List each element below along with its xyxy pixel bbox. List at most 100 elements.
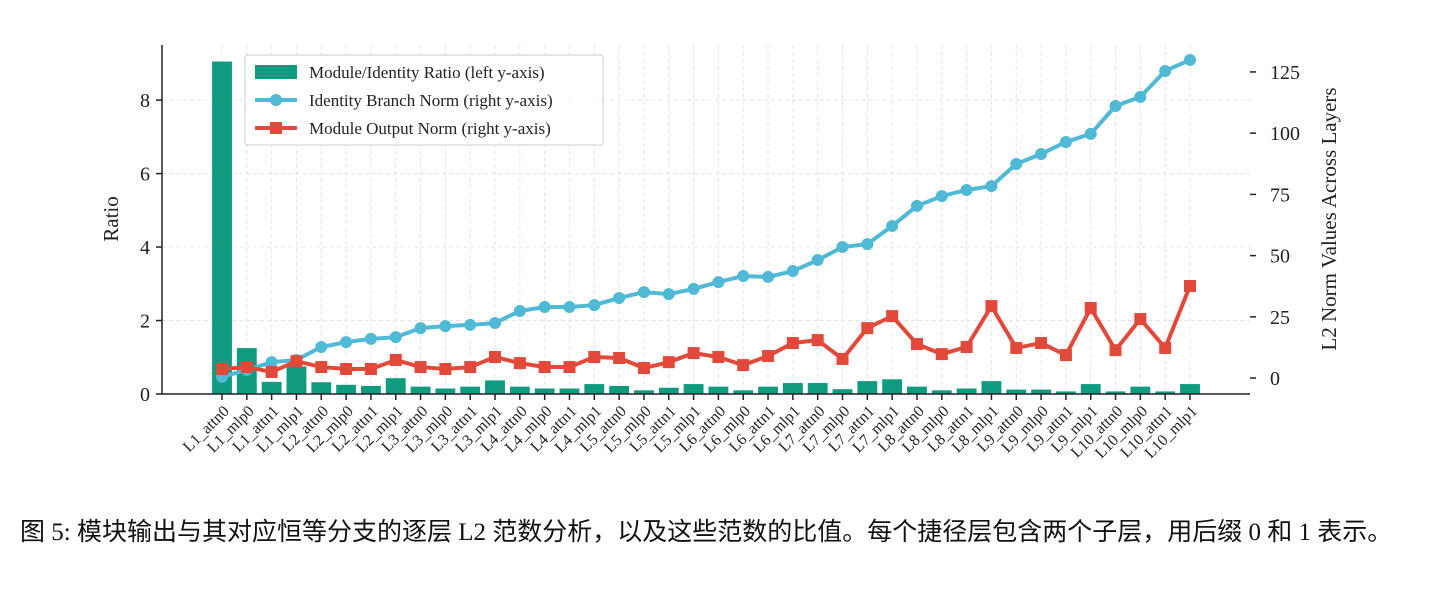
marker — [712, 351, 725, 364]
marker — [513, 357, 526, 370]
legend-box — [244, 54, 604, 146]
bar — [584, 384, 605, 394]
bar — [485, 380, 505, 394]
marker — [513, 304, 526, 317]
bar — [1105, 391, 1126, 394]
marker — [439, 320, 452, 333]
marker — [340, 336, 353, 349]
marker — [960, 183, 973, 196]
chart: Ratio L2 Norm Values Across Layers 0 2 4 6 8… — [99, 45, 1341, 462]
marker — [216, 363, 228, 376]
bar — [360, 385, 381, 394]
marker — [588, 299, 601, 312]
bar — [385, 378, 406, 394]
bar — [683, 384, 704, 394]
marker — [762, 350, 775, 363]
y2-tick-label: 125 — [1270, 62, 1300, 84]
bar — [261, 381, 282, 394]
bar — [435, 388, 456, 394]
marker — [464, 361, 477, 374]
marker — [414, 322, 427, 335]
marker — [1184, 279, 1196, 292]
y-tick-label: 6 — [140, 164, 150, 186]
marker — [861, 238, 874, 251]
marker — [414, 361, 427, 374]
caption: 图 5: 模块输出与其对应恒等分支的逐层 L2 范数分析，以及这些范数的比值。每… — [20, 519, 1393, 546]
marker — [712, 276, 725, 289]
marker — [1159, 64, 1172, 77]
legend-label: Identity Branch Norm (right y-axis) — [309, 91, 553, 110]
bar — [832, 389, 853, 394]
marker — [786, 337, 799, 350]
y2-tick-label: 25 — [1270, 307, 1290, 329]
marker — [265, 356, 278, 369]
bar — [1055, 391, 1076, 394]
marker — [563, 361, 576, 374]
marker — [935, 190, 948, 203]
legend: Module/Identity Ratio (left y-axis) Ident… — [244, 54, 604, 146]
marker — [811, 254, 824, 267]
bar — [931, 390, 952, 394]
y2-tick-label: 100 — [1270, 123, 1300, 145]
marker — [1035, 337, 1048, 350]
bar — [708, 386, 729, 394]
bar — [758, 386, 778, 394]
marker — [861, 322, 874, 335]
marker — [1084, 127, 1097, 140]
bar — [609, 385, 630, 394]
bar — [882, 379, 903, 394]
marker — [265, 365, 278, 378]
line — [221, 285, 1192, 375]
marker — [1035, 147, 1048, 160]
legend-swatch — [255, 65, 297, 79]
marker — [464, 318, 477, 331]
marker — [960, 340, 973, 353]
marker — [637, 362, 650, 375]
y-axis-label: Ratio — [99, 196, 123, 242]
legend-label: Module/Identity Ratio (left y-axis) — [309, 63, 545, 82]
y-tick-label: 4 — [140, 237, 150, 259]
marker — [662, 356, 675, 369]
bar — [1006, 389, 1027, 394]
marker — [1059, 349, 1072, 362]
marker — [439, 363, 452, 376]
bar — [1130, 386, 1151, 394]
y2-tick-label: 50 — [1270, 246, 1290, 268]
marker — [637, 286, 650, 299]
marker — [538, 301, 551, 314]
marker — [389, 331, 402, 344]
marker — [836, 352, 849, 365]
marker — [910, 338, 923, 351]
bar — [336, 384, 357, 394]
bar — [410, 386, 431, 394]
y2-tick-label: 0 — [1270, 368, 1280, 390]
marker — [1084, 302, 1097, 315]
marker — [389, 353, 402, 366]
marker — [662, 288, 675, 301]
y-tick-label: 8 — [140, 90, 150, 112]
bar — [212, 61, 232, 394]
bar — [1031, 389, 1052, 394]
marker — [935, 348, 948, 361]
marker — [613, 351, 626, 364]
marker — [1109, 99, 1122, 112]
y2-tick-label: 75 — [1270, 184, 1290, 206]
bar — [907, 386, 927, 394]
y2-axis-label: L2 Norm Values Across Layers — [1317, 87, 1341, 350]
marker — [1109, 344, 1122, 357]
marker — [762, 270, 775, 283]
marker — [811, 334, 824, 347]
marker — [886, 219, 899, 232]
marker — [687, 347, 700, 360]
marker — [1134, 313, 1147, 326]
marker — [737, 359, 750, 372]
marker — [340, 363, 353, 376]
marker — [1010, 341, 1023, 354]
marker — [364, 332, 377, 345]
marker — [315, 361, 328, 374]
bar — [981, 381, 1002, 394]
marker — [315, 340, 328, 353]
marker — [588, 351, 601, 364]
bar — [286, 366, 307, 394]
